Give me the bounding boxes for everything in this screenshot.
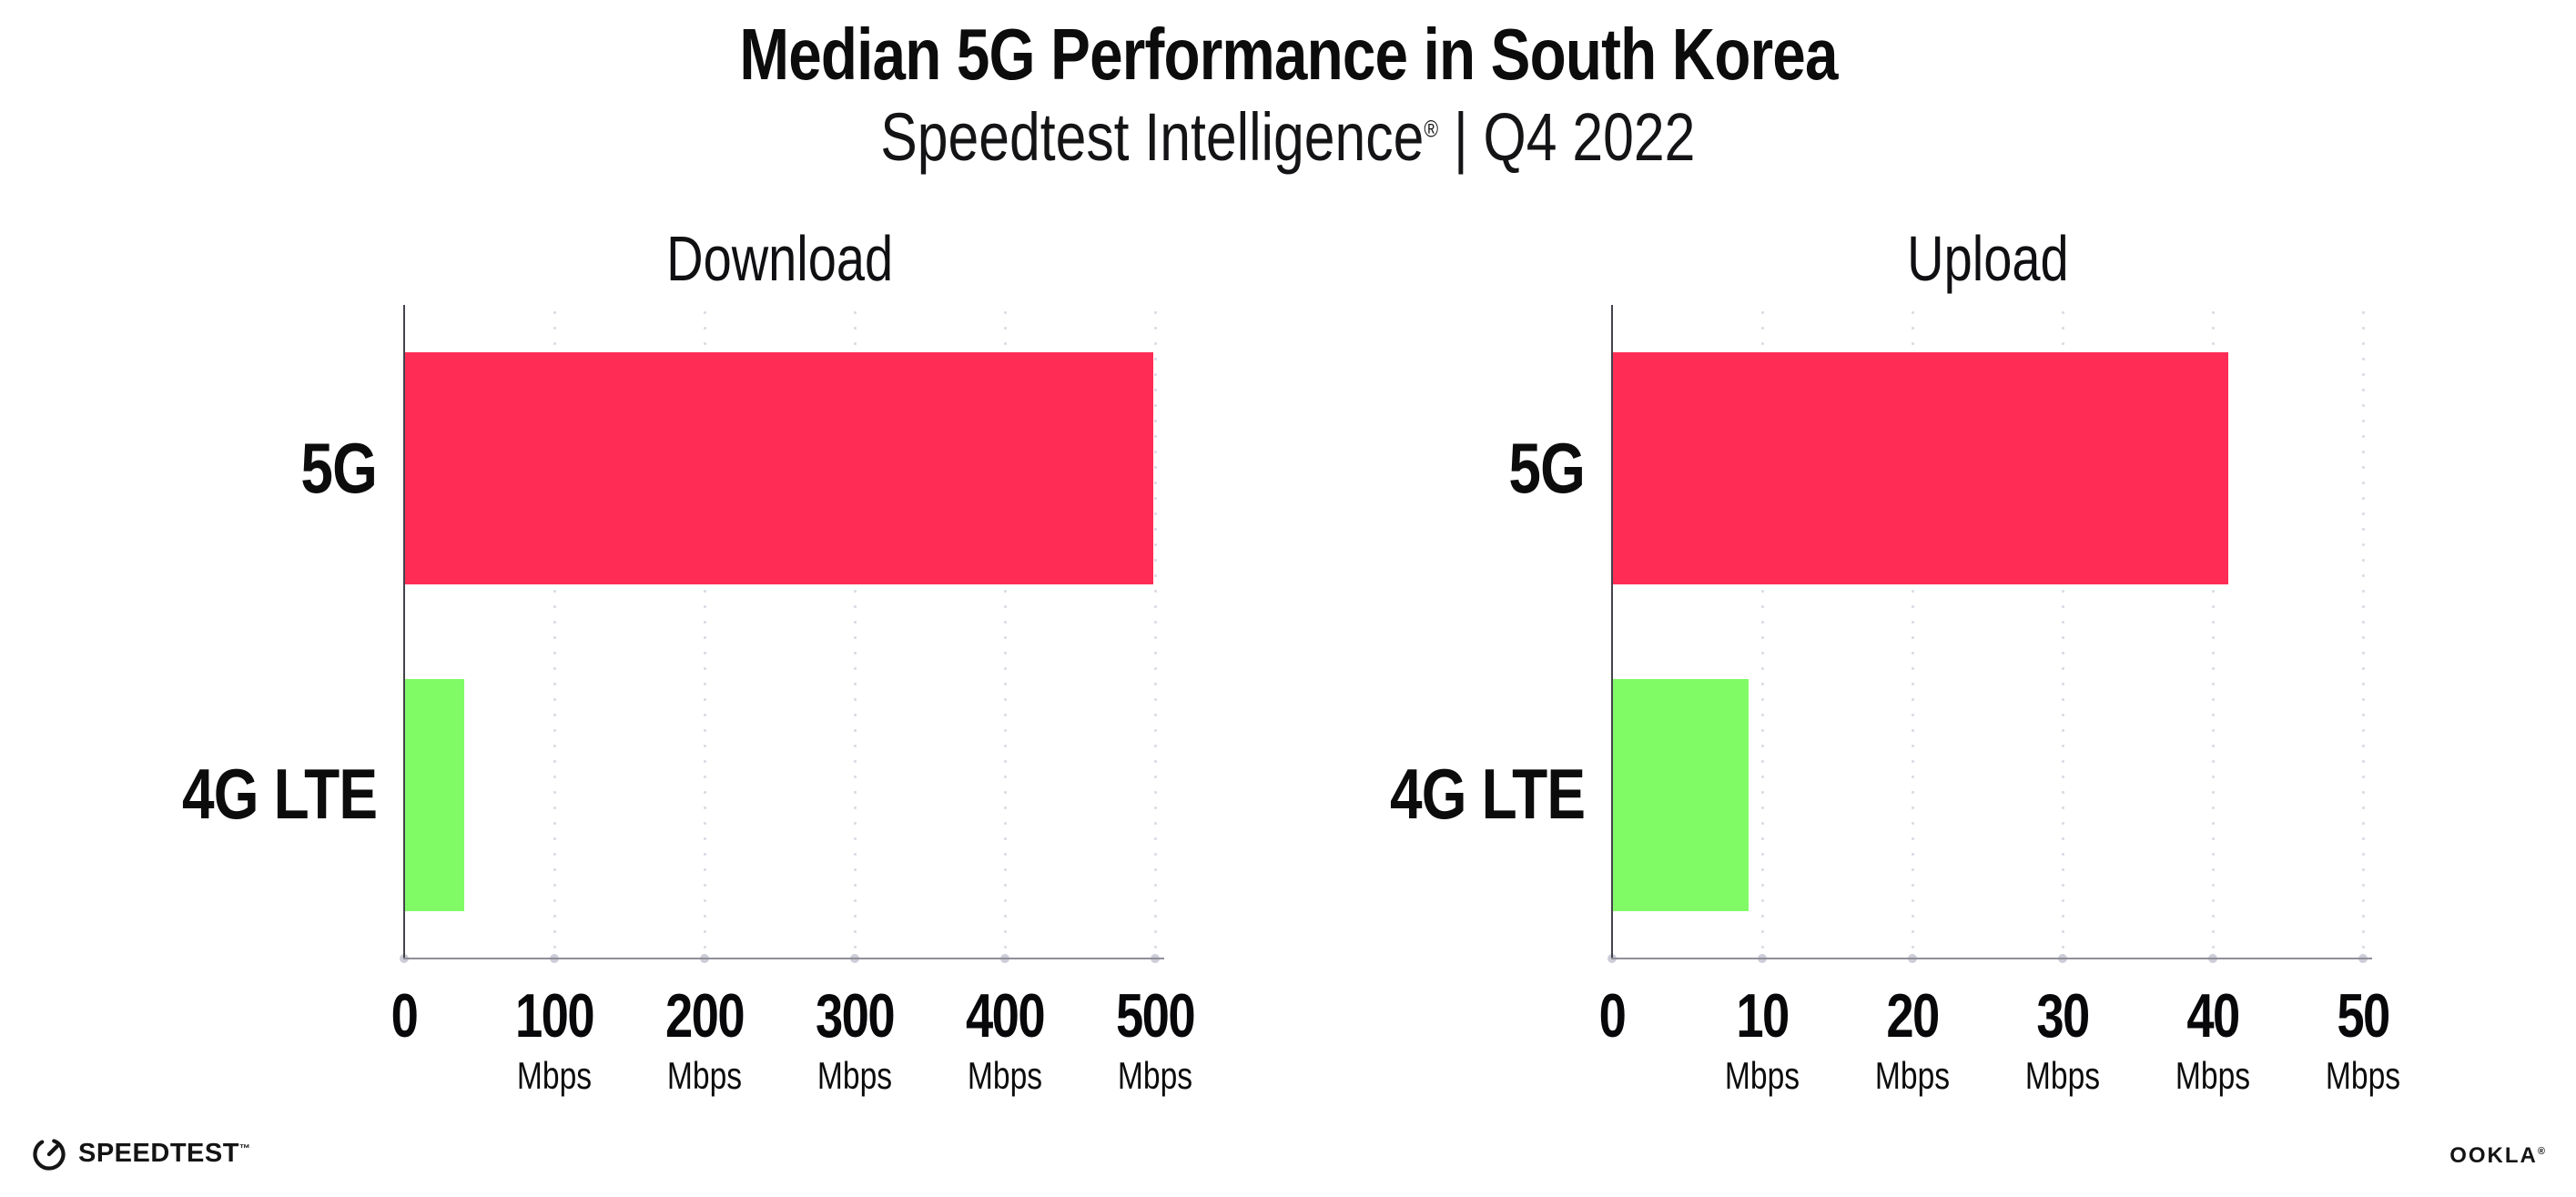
upload-chart: Upload 5G 4G LTE 0 10 Mbps 20 Mbps 30 Mbps 40 Mbps 5…: [1344, 218, 2400, 1111]
gridline: [1760, 305, 1764, 959]
x-tick-value: 20: [1886, 981, 1940, 1050]
ookla-wordmark: OOKLA: [2449, 1143, 2538, 1168]
x-tick: 30 Mbps: [2025, 985, 2100, 1098]
x-tick-unit: Mbps: [1117, 1054, 1193, 1097]
category-label: 5G: [137, 305, 404, 632]
x-tick-unit: Mbps: [2325, 1054, 2401, 1097]
x-tick: 200 Mbps: [665, 981, 745, 1098]
category-label: 4G LTE: [137, 632, 404, 959]
chart-title-text: Download: [665, 223, 894, 294]
ookla-registered-mark: ®: [2537, 1146, 2547, 1157]
gridline: [2361, 305, 2365, 959]
category-labels: 5G 4G LTE: [137, 305, 404, 958]
gridline: [2211, 305, 2215, 959]
x-tick-unit: Mbps: [2024, 1054, 2101, 1097]
plot-area: [1607, 305, 2372, 963]
category-label-text: 4G LTE: [181, 754, 378, 835]
gridline: [1003, 305, 1007, 959]
x-tick: 40 Mbps: [2175, 985, 2250, 1098]
x-tick-value: 30: [2036, 981, 2090, 1050]
chart-title-text: Upload: [1906, 223, 2069, 294]
registered-mark: ®: [1424, 115, 1439, 143]
x-tick: 0: [1598, 981, 1627, 1050]
x-tick-unit: Mbps: [516, 1054, 593, 1097]
x-tick: 20 Mbps: [1875, 985, 1950, 1098]
y-axis-line: [403, 305, 405, 958]
plot-area: [400, 305, 1164, 963]
x-tick-unit: Mbps: [967, 1054, 1043, 1097]
4g-lte-bar: [1612, 679, 1749, 911]
speedtest-logo: SPEEDTEST™: [31, 1135, 250, 1172]
gridline: [1911, 305, 1914, 959]
4g-lte-bar: [404, 679, 464, 911]
gridline: [703, 305, 706, 959]
x-tick-value: 40: [2186, 981, 2240, 1050]
x-tick: 10 Mbps: [1725, 985, 1800, 1098]
download-chart: Download 5G 4G LTE 0 100 Mbps 200 Mbps 300 Mbps 40…: [137, 218, 1196, 1111]
x-tick-value: 50: [2337, 981, 2390, 1050]
x-axis-labels: 0 100 Mbps 200 Mbps 300 Mbps 400 Mbps 500 Mbps: [391, 981, 1196, 1103]
category-label: 4G LTE: [1344, 632, 1612, 959]
chart-title: Download: [404, 218, 1155, 299]
x-tick: 50 Mbps: [2326, 985, 2400, 1098]
x-axis-labels: 0 10 Mbps 20 Mbps 30 Mbps 40 Mbps 50 Mbps: [1599, 985, 2400, 1103]
y-axis-line: [1611, 305, 1613, 958]
speedtest-wordmark: SPEEDTEST: [78, 1138, 239, 1168]
subtitle-brand: Speedtest Intelligence: [880, 99, 1425, 175]
x-tick-value: 300: [816, 981, 896, 1050]
gridline: [2061, 305, 2064, 959]
ookla-logo: OOKLA®: [2449, 1143, 2547, 1169]
page-subtitle: Speedtest Intelligence® | Q4 2022: [0, 98, 2576, 176]
x-tick-value: 100: [515, 981, 595, 1050]
x-tick: 300 Mbps: [816, 981, 896, 1098]
x-tick: 500 Mbps: [1116, 981, 1196, 1098]
x-tick-value: 400: [966, 981, 1046, 1050]
x-tick-unit: Mbps: [666, 1054, 743, 1097]
category-labels: 5G 4G LTE: [1344, 305, 1612, 958]
x-tick-value: 0: [390, 981, 419, 1050]
gridline: [1153, 305, 1157, 959]
gridline: [553, 305, 556, 959]
category-label: 5G: [1344, 305, 1612, 632]
x-tick-value: 500: [1116, 981, 1196, 1050]
x-tick-value: 10: [1736, 981, 1790, 1050]
subtitle-period: | Q4 2022: [1438, 99, 1696, 175]
x-tick: 100 Mbps: [515, 981, 595, 1098]
x-tick-unit: Mbps: [816, 1054, 893, 1097]
trademark-mark: ™: [238, 1141, 251, 1154]
x-tick-value: 200: [665, 981, 745, 1050]
x-tick: 400 Mbps: [966, 981, 1046, 1098]
x-axis-line: [403, 958, 1164, 959]
speedtest-gauge-icon: [33, 1139, 66, 1171]
category-label-text: 5G: [1508, 427, 1586, 508]
gridline: [853, 305, 857, 959]
category-label-text: 4G LTE: [1389, 754, 1586, 835]
x-tick-value: 0: [1598, 981, 1627, 1050]
5g-bar: [404, 352, 1154, 584]
x-tick-unit: Mbps: [1724, 1054, 1800, 1097]
x-tick-unit: Mbps: [2175, 1054, 2251, 1097]
chart-title: Upload: [1612, 218, 2363, 299]
category-label-text: 5G: [300, 427, 378, 508]
x-tick: 0: [390, 981, 419, 1050]
page-title: Median 5G Performance in South Korea: [0, 13, 2576, 96]
5g-bar: [1612, 352, 2228, 584]
x-tick-unit: Mbps: [1874, 1054, 1951, 1097]
page-title-text: Median 5G Performance in South Korea: [738, 14, 1838, 95]
x-axis-line: [1611, 958, 2372, 959]
